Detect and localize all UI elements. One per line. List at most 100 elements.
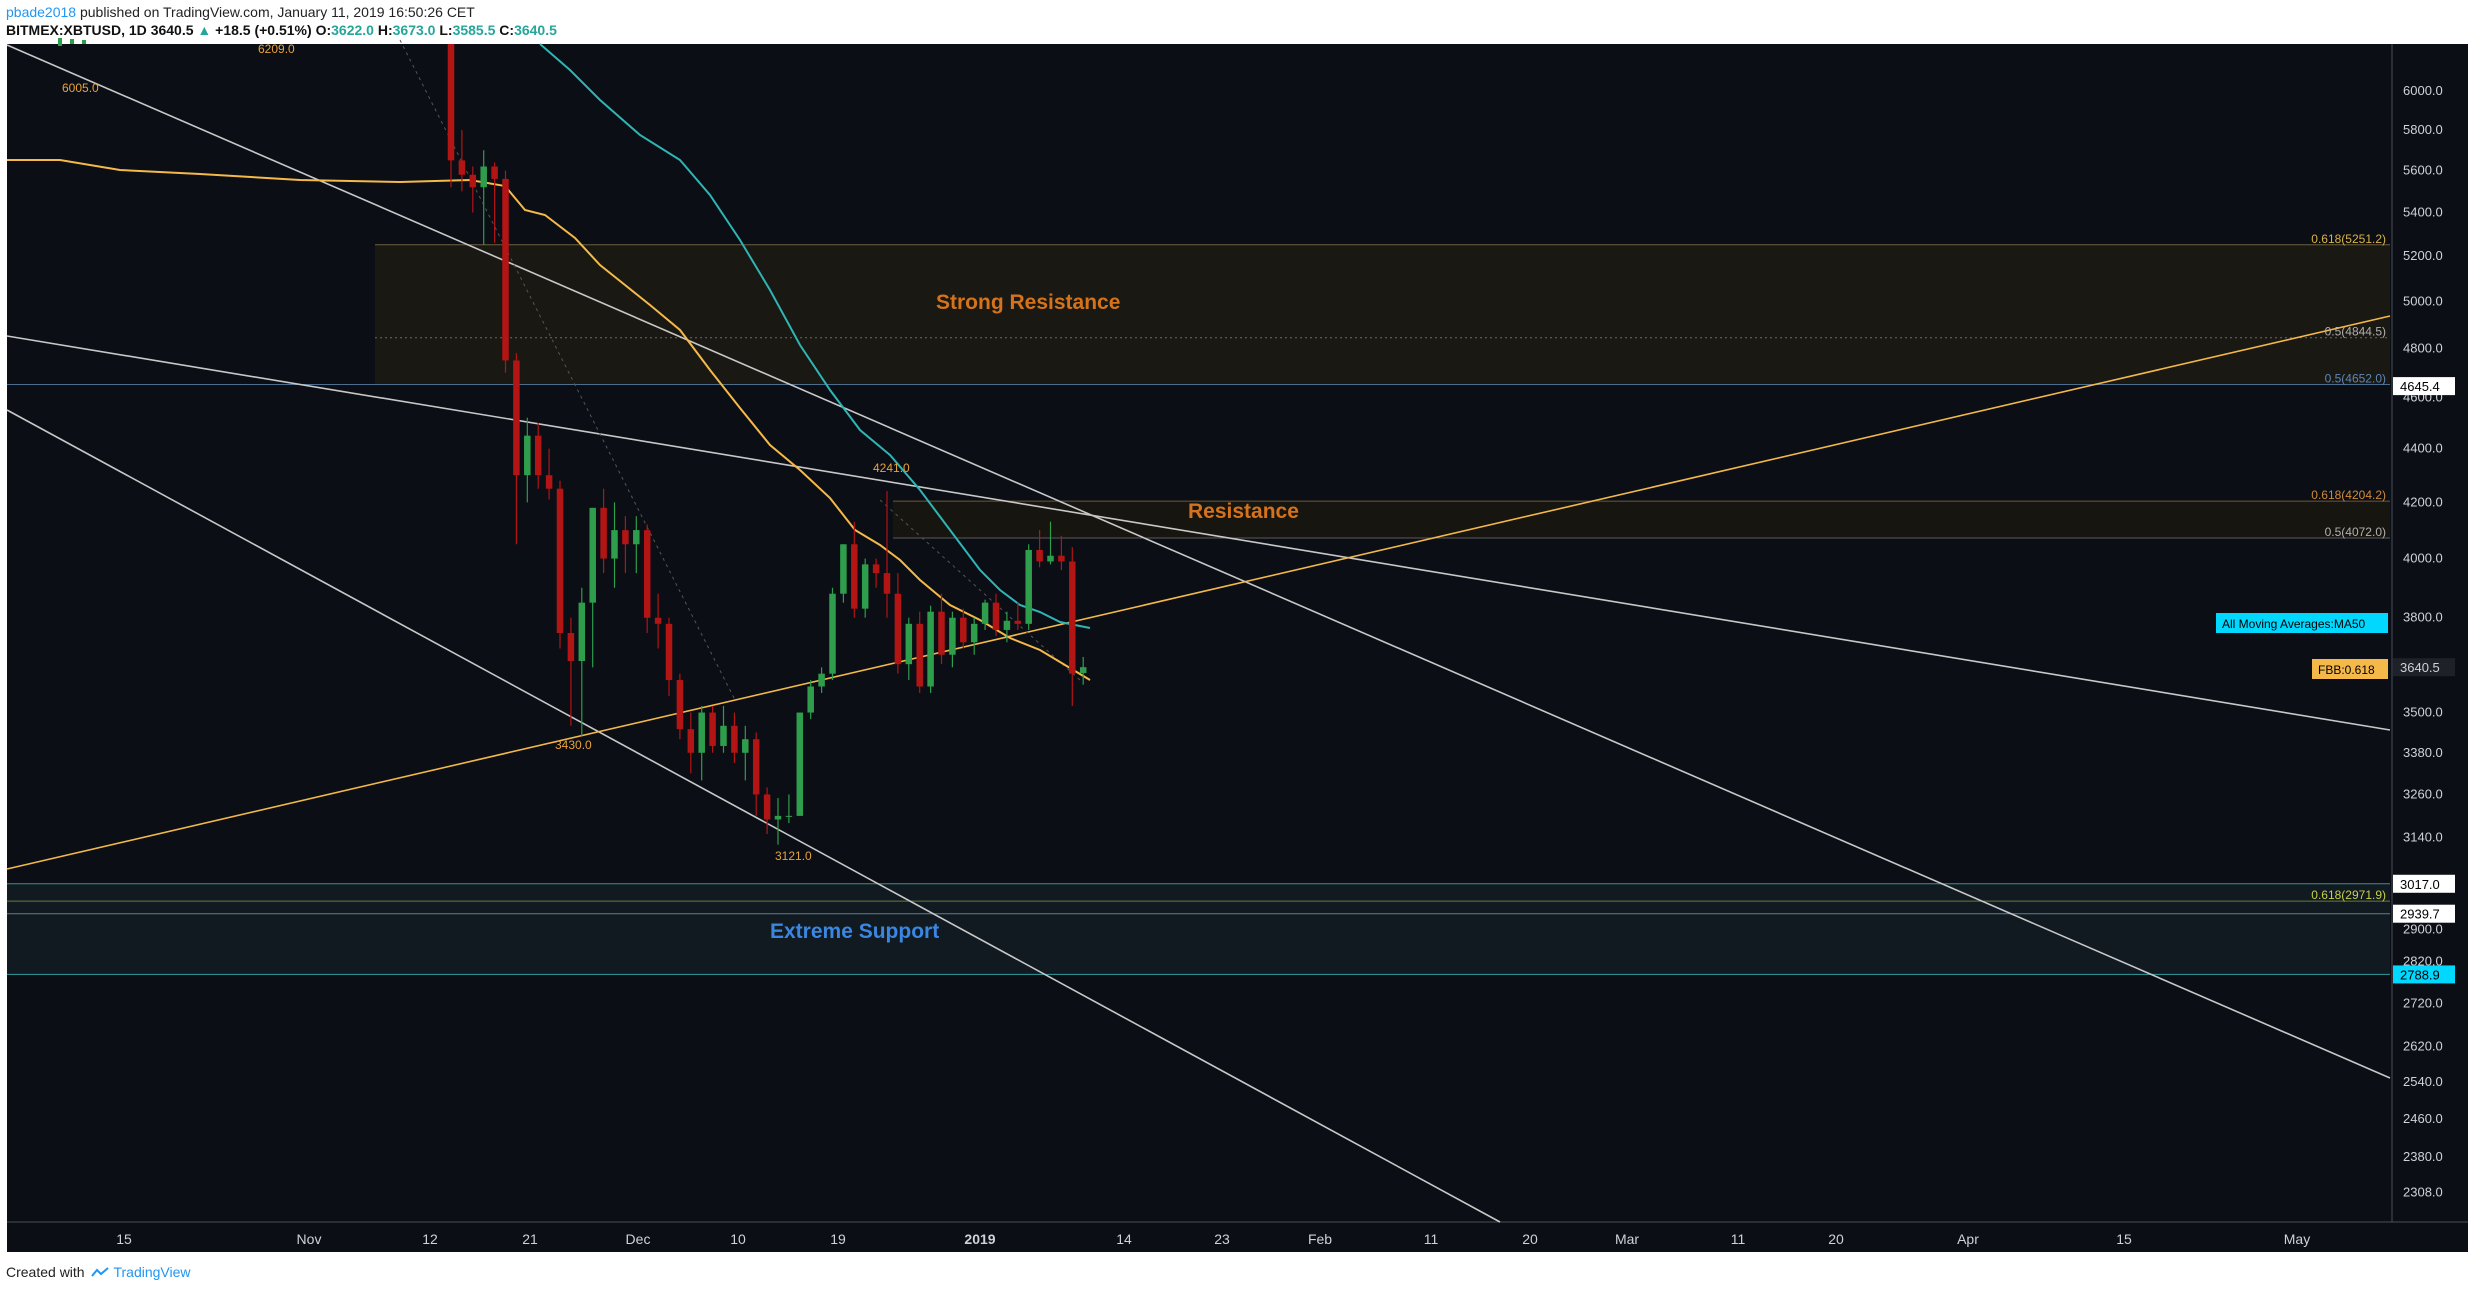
candle[interactable] <box>447 44 455 188</box>
candle[interactable] <box>752 732 760 816</box>
open-label: O: <box>315 22 332 38</box>
candle-body <box>818 673 825 687</box>
candle[interactable] <box>927 605 934 693</box>
candle-body <box>447 44 455 161</box>
candle[interactable] <box>458 130 466 192</box>
candle[interactable] <box>785 794 793 824</box>
candle-body <box>851 544 858 609</box>
candle-body <box>458 160 466 175</box>
candle[interactable] <box>851 521 858 618</box>
candle[interactable] <box>796 712 804 816</box>
candle[interactable] <box>589 507 596 668</box>
candle[interactable] <box>872 558 880 588</box>
candle[interactable] <box>513 353 520 545</box>
x-axis-tick-label: 15 <box>2116 1231 2132 1247</box>
candle[interactable] <box>1069 547 1076 706</box>
close-label: C: <box>499 22 515 38</box>
candle[interactable] <box>992 593 1000 637</box>
candle[interactable] <box>1036 530 1043 568</box>
candle[interactable] <box>643 524 651 633</box>
x-axis-tick-label: 19 <box>830 1231 846 1247</box>
candle[interactable] <box>981 599 989 630</box>
candle-body <box>578 602 586 662</box>
price-label: 3430.0 <box>555 738 592 752</box>
candle[interactable] <box>633 516 640 574</box>
candle[interactable] <box>567 617 575 726</box>
low-label: L: <box>439 22 453 38</box>
candle[interactable] <box>1025 544 1032 630</box>
candle[interactable] <box>742 725 749 781</box>
y-axis-tick-label: 4800.0 <box>2403 340 2443 355</box>
price-change: +18.5 (+0.51%) <box>215 22 312 38</box>
candle[interactable] <box>883 491 891 618</box>
x-axis-tick-label: 11 <box>1424 1231 1439 1247</box>
candle[interactable] <box>970 617 978 655</box>
fib-label: 0.5(4844.5) <box>2325 325 2386 339</box>
candle[interactable] <box>611 502 618 588</box>
candle[interactable] <box>709 705 716 753</box>
candle[interactable] <box>774 798 782 845</box>
x-axis-tick-label: 12 <box>422 1231 438 1247</box>
candle[interactable] <box>698 705 705 781</box>
x-axis-tick-label: Dec <box>626 1231 651 1247</box>
candle[interactable] <box>763 787 771 835</box>
candle-body <box>752 739 760 795</box>
candle[interactable] <box>829 587 836 681</box>
candle[interactable] <box>687 712 695 774</box>
y-axis-tick-label: 4200.0 <box>2403 494 2443 509</box>
candle-body <box>763 794 771 820</box>
candle[interactable] <box>1014 602 1022 630</box>
candle[interactable] <box>894 573 902 674</box>
candle[interactable] <box>556 480 564 649</box>
y-axis-tick-label: 2900.0 <box>2403 921 2443 936</box>
candle[interactable] <box>1079 656 1087 685</box>
candle-body <box>742 739 749 753</box>
y-axis-tick-label: 5200.0 <box>2403 248 2443 263</box>
candle[interactable] <box>524 417 531 503</box>
candle-body <box>774 815 782 820</box>
candle[interactable] <box>731 712 738 764</box>
candle-body <box>534 435 542 476</box>
candle-early <box>82 40 86 44</box>
last-price: 3640.5 <box>150 22 194 38</box>
candle[interactable] <box>720 705 727 753</box>
candle[interactable] <box>676 673 684 740</box>
candle[interactable] <box>1058 535 1065 571</box>
y-axis-tick-label: 3260.0 <box>2403 786 2443 801</box>
candle[interactable] <box>1047 521 1054 565</box>
tradingview-link[interactable]: TradingView <box>113 1264 191 1280</box>
candle[interactable] <box>491 162 498 243</box>
candle[interactable] <box>1003 611 1011 643</box>
candle[interactable] <box>545 448 553 500</box>
candle[interactable] <box>622 516 629 574</box>
candle-body <box>970 623 978 643</box>
candle[interactable] <box>534 422 542 489</box>
candle[interactable] <box>665 617 673 697</box>
candle[interactable] <box>960 608 967 649</box>
x-axis-tick-label: 21 <box>522 1231 538 1247</box>
y-axis-tick-label: 3380.0 <box>2403 745 2443 760</box>
candle[interactable] <box>480 150 487 246</box>
candle[interactable] <box>469 166 477 213</box>
candle[interactable] <box>654 593 662 649</box>
candle[interactable] <box>938 593 945 665</box>
price-tag-label: 4645.4 <box>2400 379 2440 394</box>
candle[interactable] <box>861 558 869 618</box>
candle[interactable] <box>916 611 923 693</box>
candle-body <box>676 680 684 730</box>
author-name[interactable]: pbade2018 <box>6 4 77 20</box>
candle[interactable] <box>818 667 825 693</box>
candle-early <box>70 39 74 44</box>
moving-average-cyan-line <box>539 43 1091 629</box>
candle[interactable] <box>840 544 847 603</box>
candle-body <box>960 617 967 643</box>
candle[interactable] <box>807 680 814 720</box>
candle[interactable] <box>905 617 913 681</box>
candle[interactable] <box>949 611 956 668</box>
candle-early <box>58 38 62 46</box>
candle[interactable] <box>600 488 607 574</box>
indicator-tag-fbb <box>2312 659 2388 679</box>
candle[interactable] <box>578 587 586 736</box>
candle[interactable] <box>502 170 509 373</box>
